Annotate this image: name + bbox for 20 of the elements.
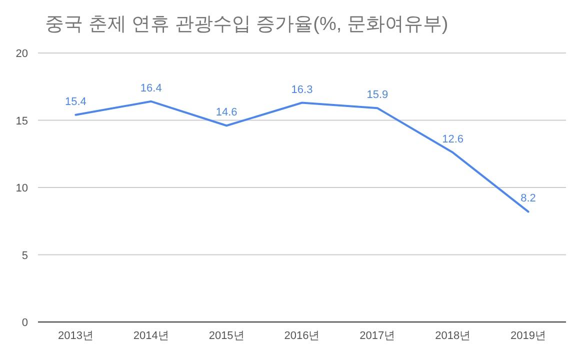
x-tick-label: 2015년 xyxy=(208,330,244,342)
x-tick-label: 2018년 xyxy=(435,330,471,342)
data-label: 15.4 xyxy=(65,96,86,108)
y-tick-label: 0 xyxy=(22,317,28,329)
data-label: 12.6 xyxy=(442,134,464,146)
data-label: 15.9 xyxy=(366,89,388,102)
data-label: 14.6 xyxy=(216,106,238,119)
x-tick-label: 2013년 xyxy=(58,330,94,342)
y-tick-label: 10 xyxy=(16,182,28,194)
y-tick-label: 5 xyxy=(22,250,28,262)
y-tick-label: 20 xyxy=(16,48,28,60)
chart-title: 중국 춘제 연휴 관광수입 증가율(%, 문화여유부) xyxy=(45,14,448,35)
x-tick-label: 2014년 xyxy=(133,330,169,342)
x-tick-label: 2016년 xyxy=(284,330,320,342)
y-tick-label: 15 xyxy=(16,115,28,128)
data-label: 8.2 xyxy=(520,192,536,205)
x-tick-label: 2017년 xyxy=(360,330,396,342)
x-tick-label: 2019년 xyxy=(510,330,546,342)
data-label: 16.3 xyxy=(291,84,313,96)
data-label: 16.4 xyxy=(140,82,162,94)
